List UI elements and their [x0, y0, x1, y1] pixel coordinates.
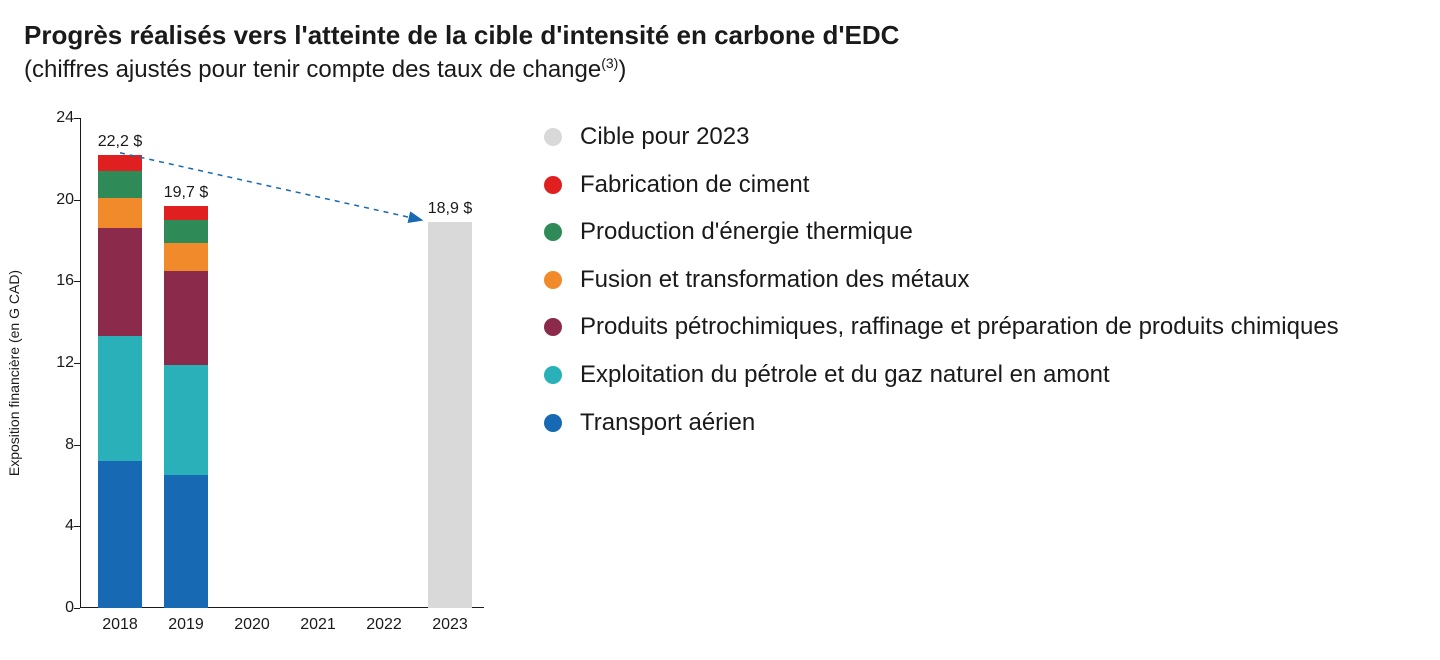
legend-swatch — [544, 271, 562, 289]
y-tick-mark — [74, 200, 80, 201]
legend-label: Fabrication de ciment — [580, 162, 809, 208]
subtitle-superscript: (3) — [601, 55, 618, 71]
y-axis-label: Exposition financière (en G CAD) — [6, 270, 22, 476]
y-tick-label: 24 — [44, 109, 74, 127]
legend-label: Production d'énergie thermique — [580, 209, 913, 255]
bar-segment — [164, 243, 208, 272]
legend: Cible pour 2023Fabrication de cimentProd… — [544, 108, 1339, 447]
x-tick-label: 2021 — [300, 616, 336, 634]
chart-container: Exposition financière (en G CAD) 22,2 $1… — [24, 108, 1416, 638]
bar-segment — [98, 171, 142, 198]
chart-title: Progrès réalisés vers l'atteinte de la c… — [24, 20, 1416, 51]
bar-segment — [164, 475, 208, 608]
x-tick-label: 2020 — [234, 616, 270, 634]
y-tick-label: 4 — [44, 517, 74, 535]
x-tick-label: 2022 — [366, 616, 402, 634]
legend-item: Cible pour 2023 — [544, 114, 1339, 160]
bar-total-label: 22,2 $ — [98, 133, 142, 151]
bar-group: 22,2 $ — [98, 155, 142, 608]
bar-segment — [164, 206, 208, 220]
bar-segment — [98, 198, 142, 229]
y-tick-label: 20 — [44, 191, 74, 209]
legend-item: Exploitation du pétrole et du gaz nature… — [544, 352, 1339, 398]
legend-item: Fabrication de ciment — [544, 162, 1339, 208]
subtitle-post: ) — [618, 56, 626, 83]
bar-segment — [98, 336, 142, 461]
bar-segment — [428, 222, 472, 608]
bar-group: 19,7 $ — [164, 206, 208, 608]
bar-segment — [98, 155, 142, 171]
bar-segment — [98, 461, 142, 608]
legend-label: Produits pétrochimiques, raffinage et pr… — [580, 304, 1339, 350]
legend-label: Cible pour 2023 — [580, 114, 749, 160]
y-tick-mark — [74, 363, 80, 364]
y-tick-label: 8 — [44, 436, 74, 454]
legend-item: Fusion et transformation des métaux — [544, 257, 1339, 303]
bar-segment — [164, 271, 208, 365]
x-tick-label: 2023 — [432, 616, 468, 634]
legend-swatch — [544, 176, 562, 194]
legend-swatch — [544, 366, 562, 384]
bar-total-label: 19,7 $ — [164, 184, 208, 202]
y-tick-label: 12 — [44, 354, 74, 372]
plot: 22,2 $19,7 $18,9 $ 048121620242018201920… — [80, 118, 484, 608]
legend-swatch — [544, 318, 562, 336]
legend-item: Transport aérien — [544, 400, 1339, 446]
x-tick-label: 2019 — [168, 616, 204, 634]
y-tick-mark — [74, 281, 80, 282]
bar-total-label: 18,9 $ — [428, 200, 472, 218]
y-tick-mark — [74, 118, 80, 119]
x-tick-label: 2018 — [102, 616, 138, 634]
subtitle-pre: (chiffres ajustés pour tenir compte des … — [24, 56, 601, 83]
y-tick-mark — [74, 608, 80, 609]
chart-plot-area: Exposition financière (en G CAD) 22,2 $1… — [24, 108, 484, 638]
y-tick-label: 0 — [44, 599, 74, 617]
y-tick-mark — [74, 445, 80, 446]
bar-segment — [164, 365, 208, 475]
legend-label: Transport aérien — [580, 400, 755, 446]
legend-item: Produits pétrochimiques, raffinage et pr… — [544, 304, 1339, 350]
legend-swatch — [544, 414, 562, 432]
bar-group: 18,9 $ — [428, 222, 472, 608]
y-tick-label: 16 — [44, 272, 74, 290]
y-tick-mark — [74, 526, 80, 527]
legend-item: Production d'énergie thermique — [544, 209, 1339, 255]
legend-label: Fusion et transformation des métaux — [580, 257, 970, 303]
legend-swatch — [544, 128, 562, 146]
bars-container: 22,2 $ 19,7 $ 18,9 $ — [80, 118, 484, 608]
bar-segment — [164, 220, 208, 242]
bar-segment — [98, 228, 142, 336]
chart-subtitle: (chiffres ajustés pour tenir compte des … — [24, 55, 1416, 84]
legend-label: Exploitation du pétrole et du gaz nature… — [580, 352, 1110, 398]
legend-swatch — [544, 223, 562, 241]
